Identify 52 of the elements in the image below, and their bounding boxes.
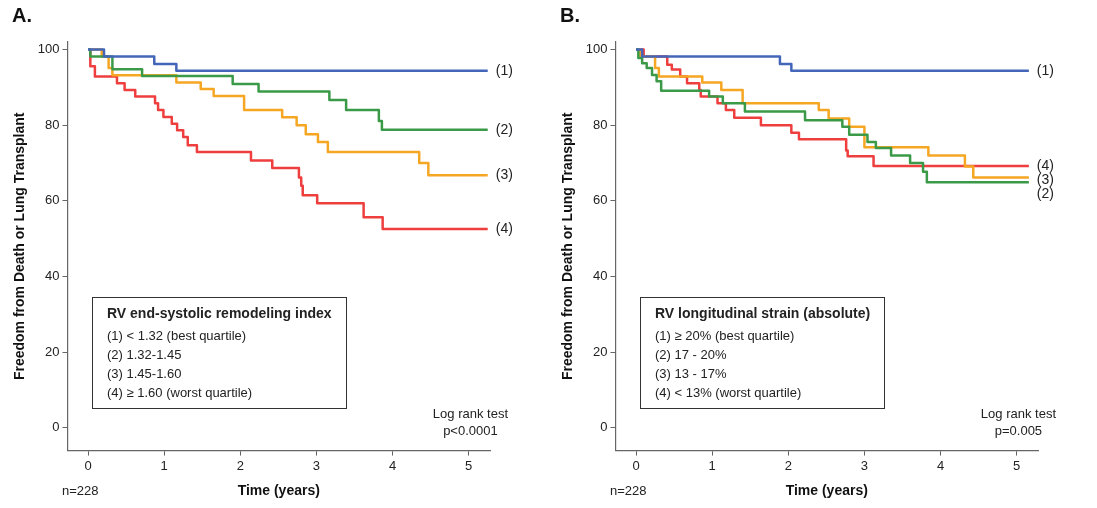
series-label: (1) bbox=[495, 61, 513, 78]
annotation: (4) ≥ 1.60 (worst quartile) bbox=[107, 384, 254, 402]
y-tick-label: 40 bbox=[593, 268, 608, 284]
y-tick-label: 40 bbox=[45, 268, 60, 284]
annotation: (4) < 13% (worst quartile) bbox=[655, 384, 803, 402]
x-axis-title: Time (years) bbox=[237, 482, 320, 499]
x-tick-label: 5 bbox=[465, 457, 473, 473]
annotation: RV end-systolic remodeling index bbox=[107, 304, 332, 323]
text: n=228 bbox=[610, 483, 647, 498]
y-tick-label: 80 bbox=[593, 116, 608, 132]
x-tick-label: 0 bbox=[84, 457, 92, 473]
annotation: (3) 1.45-1.60 bbox=[107, 365, 183, 383]
y-tick-label: 100 bbox=[585, 41, 608, 57]
x-tick-label: 3 bbox=[860, 457, 869, 473]
chart-title: A. bbox=[12, 4, 32, 27]
x-tick-label: 4 bbox=[388, 457, 397, 473]
y-tick-label: 0 bbox=[600, 419, 608, 435]
annotation: (2) 1.32-1.45 bbox=[107, 346, 183, 364]
annotation: RV longitudinal strain (absolute) bbox=[655, 304, 871, 323]
y-tick-label: 20 bbox=[593, 343, 608, 359]
x-axis-title: Time (years) bbox=[785, 482, 868, 499]
x-tick-label: 2 bbox=[784, 457, 792, 473]
y-tick-label: 0 bbox=[52, 419, 60, 435]
y-axis-title: Freedom from Death or Lung Transplant bbox=[11, 112, 28, 381]
annotation: (2) 17 - 20% bbox=[655, 346, 728, 364]
series-label: (1) bbox=[1036, 61, 1054, 78]
annotation: (1) ≥ 20% (best quartile) bbox=[655, 327, 796, 345]
chart-title: B. bbox=[560, 4, 580, 27]
series-label: (4) bbox=[1036, 156, 1054, 173]
series-label: (3) bbox=[495, 166, 513, 183]
y-tick-label: 60 bbox=[593, 192, 608, 208]
text: n=228 bbox=[62, 483, 99, 498]
x-tick-label: 5 bbox=[1013, 457, 1021, 473]
y-axis-title: Freedom from Death or Lung Transplant bbox=[559, 112, 576, 381]
x-tick-label: 1 bbox=[160, 457, 168, 473]
annotation: (3) 13 - 17% bbox=[655, 365, 728, 383]
annotation: Log rank test bbox=[980, 405, 1056, 422]
y-tick-label: 60 bbox=[45, 192, 60, 208]
x-tick-label: 1 bbox=[708, 457, 716, 473]
x-tick-label: 2 bbox=[236, 457, 244, 473]
annotation: (1) < 1.32 (best quartile) bbox=[107, 327, 248, 345]
annotation: p=0.005 bbox=[993, 422, 1044, 439]
x-tick-label: 4 bbox=[936, 457, 945, 473]
x-tick-label: 3 bbox=[312, 457, 321, 473]
x-tick-label: 0 bbox=[632, 457, 640, 473]
series-label: (2) bbox=[495, 120, 513, 137]
annotation: p<0.0001 bbox=[442, 422, 499, 439]
y-tick-label: 80 bbox=[45, 116, 60, 132]
series-label: (4) bbox=[495, 219, 513, 236]
annotation: Log rank test bbox=[432, 405, 508, 422]
y-tick-label: 20 bbox=[45, 343, 60, 359]
y-tick-label: 100 bbox=[37, 41, 60, 57]
